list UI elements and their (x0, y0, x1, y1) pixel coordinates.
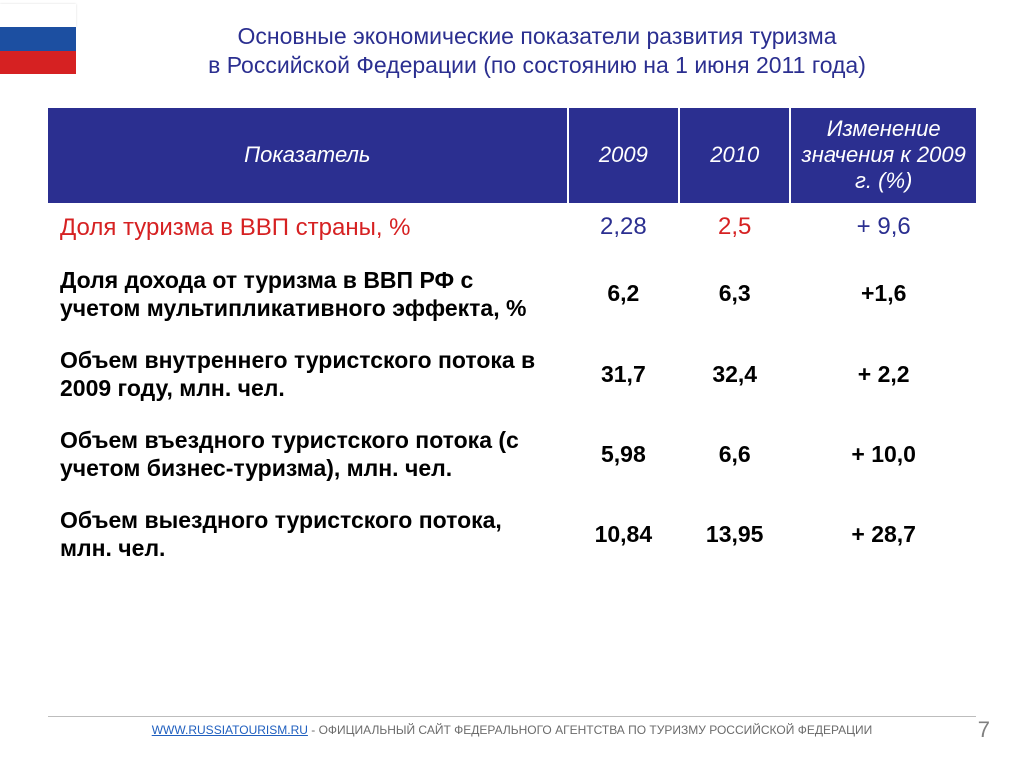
table-cell: Доля дохода от туризма в ВВП РФ с учетом… (48, 254, 568, 334)
table-cell: + 9,6 (790, 203, 976, 254)
table-row: Объем выездного туристского потока, млн.… (48, 494, 976, 572)
page-number: 7 (978, 717, 990, 743)
table-header-row: Показатель 2009 2010 Изменение значения … (48, 108, 976, 203)
table-cell: + 28,7 (790, 494, 976, 572)
table-cell: 6,2 (568, 254, 679, 334)
footer: WWW.RUSSIATOURISM.RU - ОФИЦИАЛЬНЫЙ САЙТ … (0, 716, 1024, 737)
table-cell: + 10,0 (790, 414, 976, 494)
col-change: Изменение значения к 2009 г. (%) (790, 108, 976, 203)
russia-flag-icon (0, 4, 76, 74)
table-cell: 32,4 (679, 334, 790, 414)
table-cell: 2,5 (679, 203, 790, 254)
flag-stripe-white (0, 4, 76, 27)
page-title: Основные экономические показатели развит… (0, 0, 1024, 80)
table-cell: +1,6 (790, 254, 976, 334)
flag-stripe-red (0, 51, 76, 74)
table-row: Доля дохода от туризма в ВВП РФ с учетом… (48, 254, 976, 334)
footer-divider (48, 716, 976, 717)
title-line-1: Основные экономические показатели развит… (237, 23, 836, 49)
table-body: Доля туризма в ВВП страны, %2,282,5+ 9,6… (48, 203, 976, 573)
table-row: Объем внутреннего туристского потока в 2… (48, 334, 976, 414)
table-cell: 13,95 (679, 494, 790, 572)
col-2009: 2009 (568, 108, 679, 203)
title-line-2: в Российской Федерации (по состоянию на … (208, 52, 866, 78)
footer-text: - ОФИЦИАЛЬНЫЙ САЙТ ФЕДЕРАЛЬНОГО АГЕНТСТВ… (308, 723, 872, 737)
table-cell: Объем въездного туристского потока (с уч… (48, 414, 568, 494)
table-cell: 6,6 (679, 414, 790, 494)
table-cell: 2,28 (568, 203, 679, 254)
table-row: Объем въездного туристского потока (с уч… (48, 414, 976, 494)
table-cell: Доля туризма в ВВП страны, % (48, 203, 568, 254)
table-cell: + 2,2 (790, 334, 976, 414)
table-cell: 10,84 (568, 494, 679, 572)
indicators-table: Показатель 2009 2010 Изменение значения … (48, 108, 976, 573)
table-cell: 31,7 (568, 334, 679, 414)
col-indicator: Показатель (48, 108, 568, 203)
col-2010: 2010 (679, 108, 790, 203)
footer-link[interactable]: WWW.RUSSIATOURISM.RU (152, 723, 308, 737)
table-cell: Объем выездного туристского потока, млн.… (48, 494, 568, 572)
indicators-table-wrap: Показатель 2009 2010 Изменение значения … (48, 108, 976, 573)
flag-stripe-blue (0, 27, 76, 50)
table-cell: 5,98 (568, 414, 679, 494)
table-row: Доля туризма в ВВП страны, %2,282,5+ 9,6 (48, 203, 976, 254)
table-cell: 6,3 (679, 254, 790, 334)
table-cell: Объем внутреннего туристского потока в 2… (48, 334, 568, 414)
